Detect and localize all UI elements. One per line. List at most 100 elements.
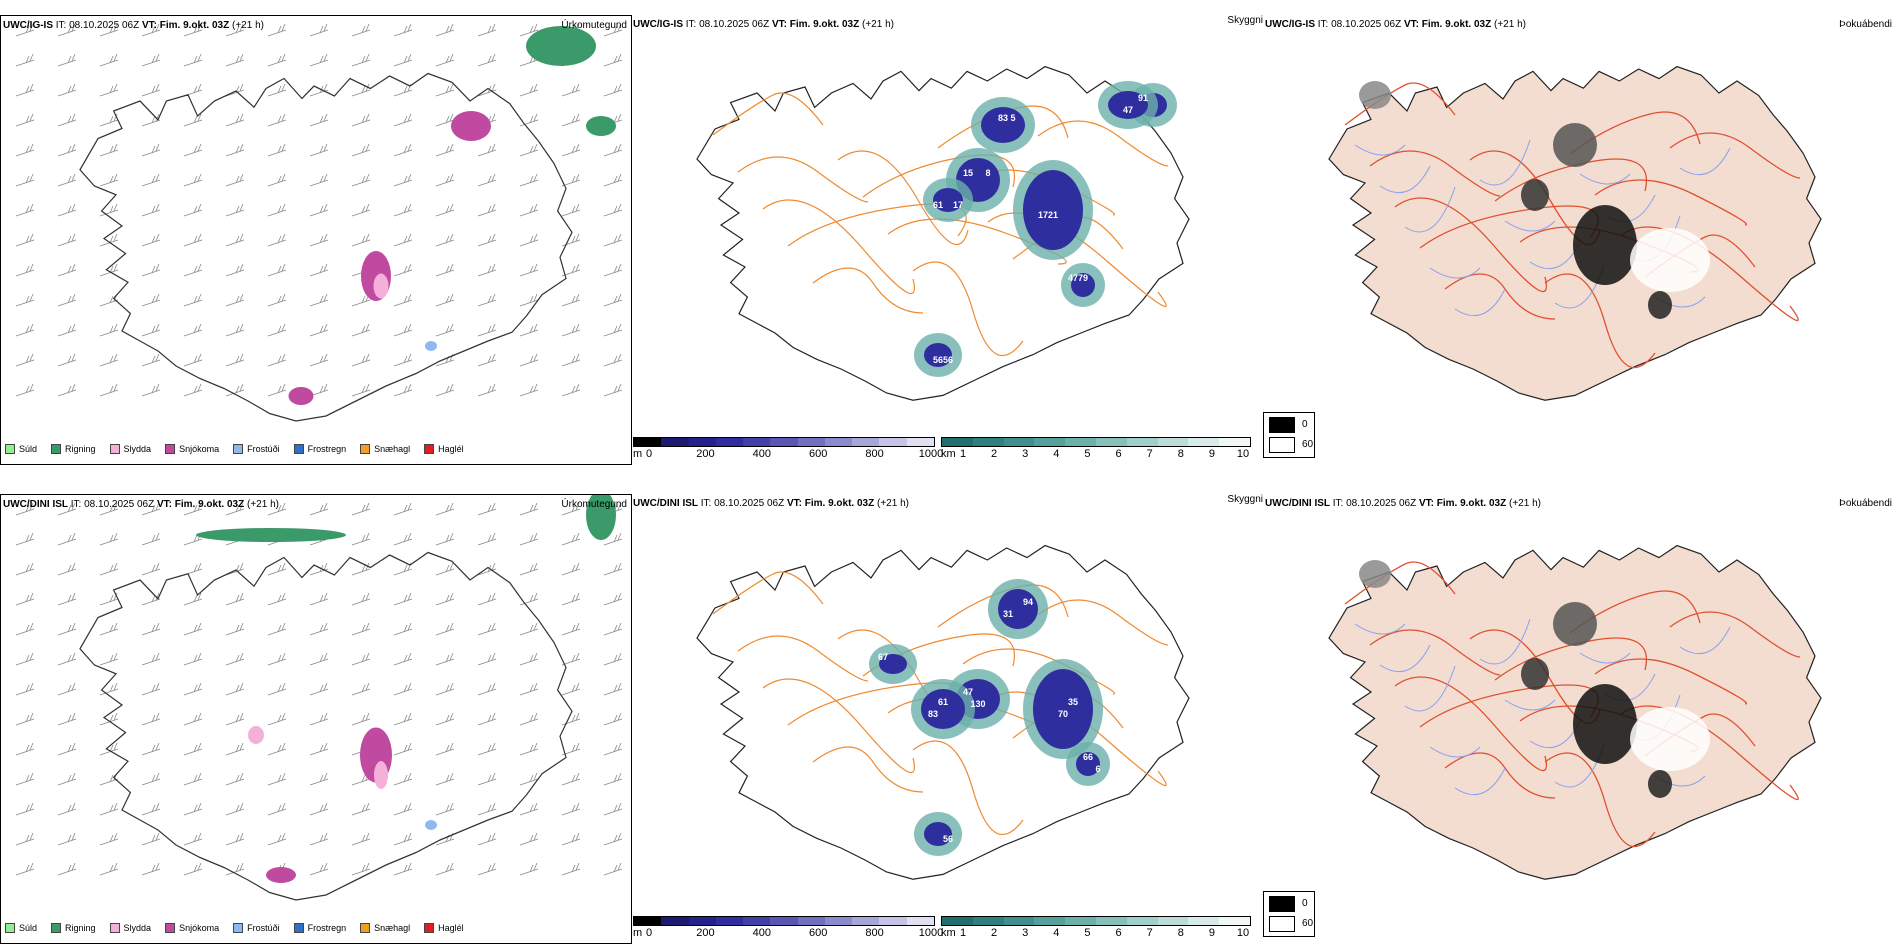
legend-label: Slydda [123,923,152,933]
wind-barb [57,742,77,756]
cloud-base-area [1076,752,1100,776]
legend-swatch [233,444,244,454]
wind-barb [141,233,161,247]
colorbar-tick: 800 [865,927,884,939]
wind-barb [393,712,413,726]
wind-barb [309,502,329,516]
wind-barb [435,263,455,277]
colorbar-cell [1034,917,1066,925]
wind-barb [183,263,203,277]
colorbar-cell [1219,917,1250,925]
wind-barb [225,592,245,606]
wind-barb [15,23,35,37]
it-label: IT: [685,19,697,30]
wind-barb [225,772,245,786]
wind-barb [477,263,497,277]
wind-barb [393,353,413,367]
wind-barb [15,682,35,696]
wind-barb [309,772,329,786]
wind-barb [267,742,287,756]
wind-barb [603,652,623,666]
colorbar-labels: km 1 2 3 4 5 6 7 8 9 10 [941,926,1251,940]
fog-area [1648,291,1672,319]
visibility-panel: 47 70 94 83 66 56 67 130 35 31 61 6 UWC/DINI ISL IT:… [633,494,1263,944]
legend-item: Súld [5,444,37,454]
fog-legend-value-low: 0 [1302,898,1308,909]
it-label: IT: [700,498,712,509]
wind-barb [309,712,329,726]
it-label: IT: [1332,498,1344,509]
cloud-base-value: 47 [963,687,973,697]
legend-swatch [109,444,120,454]
colorbar-strip [633,916,935,926]
vt-value: Fim. 9.okt. 03Z [804,498,875,509]
legend-item: Snjókoma [165,923,219,933]
wind-barb [15,323,35,337]
legend-item: Rigning [51,923,96,933]
visibility-map: 15 21 5 61 79 56 91 47 8 17 83 17 47 56 [696,65,1190,401]
wind-barb [225,622,245,636]
wind-barb [99,353,119,367]
wind-barb [393,113,413,127]
wind-barb [183,652,203,666]
row-ig-is: UWC/IG-IS IT: 08.10.2025 06Z VT: Fim. 9.… [0,0,1900,470]
panel-type-label: Úrkomutegund [561,20,627,31]
wind-barb [393,173,413,187]
colorbar-tick: 9 [1208,448,1215,460]
legend-label: Súld [19,923,38,933]
wind-barb [141,203,161,217]
legend-item: Rigning [51,444,96,454]
colorbar-unit: m [633,927,643,939]
wind-barb [519,742,539,756]
wind-barb [141,832,161,846]
fog-legend-swatch-high [1269,916,1295,932]
colorbar-cell [942,438,973,446]
legend-swatch [233,923,244,933]
vt-value: Fim. 9.okt. 03Z [789,19,860,30]
precip-legend: Súld Rigning Slydda Snjókoma Frostúði Frostre… [5,923,478,933]
fog-legend-swatch-low [1269,896,1295,912]
wind-barb [183,293,203,307]
wind-barb [267,622,287,636]
wind-barb [141,83,161,97]
legend-swatch [109,923,120,933]
cloud-base-value: 56 [933,355,943,365]
wind-barb [603,802,623,816]
colorbar-cell [1188,438,1220,446]
vt-value: Fim. 9.okt. 03Z [1436,498,1507,509]
wind-barb [351,173,371,187]
wind-barb [183,383,203,397]
colorbar-cell [906,917,934,925]
legend-swatch [51,444,62,454]
wind-barb [309,53,329,67]
wind-barb [603,592,623,606]
wind-barb [351,23,371,37]
colorbar-cell [824,917,853,925]
colorbar-cell [1126,438,1158,446]
cloud-base-area [921,689,965,729]
colorbar-tick: 1 [959,927,967,939]
fog-area [1521,658,1549,690]
wind-barb [15,263,35,277]
legend-label: Snæhagl [374,444,411,454]
colorbar-cell [1065,917,1096,925]
precip-map [15,495,623,901]
colorbar-tick: 800 [865,448,884,460]
cloud-base-value: 21 [1048,210,1058,220]
legend-item: Haglél [424,444,464,454]
legend-label: Frostúði [247,444,280,454]
wind-barb [57,53,77,67]
colorbar-cell [1095,438,1127,446]
colorbar-unit: m [633,448,643,460]
fog-panel: UWC/DINI ISL IT: 08.10.2025 06Z VT: Fim.… [1265,494,1900,944]
panel-type-label: Þokuábendi [1839,19,1892,30]
colorbar-cell [770,917,798,925]
cloud-base-area [879,654,907,674]
wind-barb [141,293,161,307]
colorbar-tick: 400 [752,448,771,460]
wind-barb [519,682,539,696]
wind-barb [141,682,161,696]
vt-label: VT: [141,20,157,31]
legend-item: Snjókoma [165,444,219,454]
wind-barb [267,712,287,726]
